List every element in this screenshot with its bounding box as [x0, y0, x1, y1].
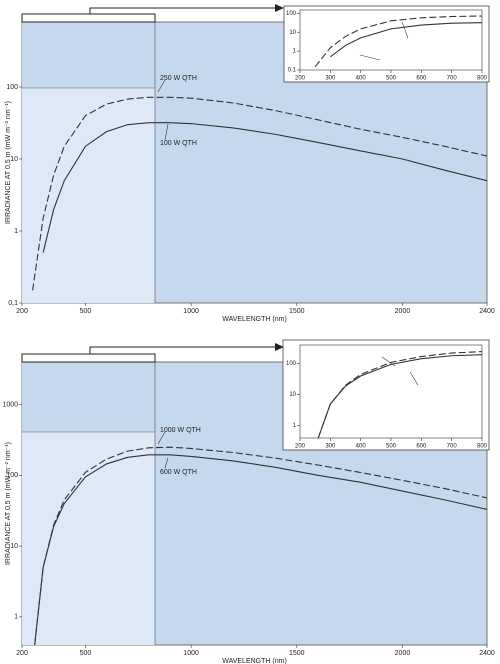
series-label: 100 W QTH — [160, 140, 197, 147]
x-tick-label: 600 — [416, 444, 427, 450]
x-axis-label: WAVELENGTH (nm) — [222, 658, 287, 664]
x-tick-label: 500 — [386, 444, 397, 450]
inset-plot-frame — [299, 9, 483, 71]
series-line — [32, 96, 487, 291]
inset-plot-frame — [299, 344, 483, 439]
series-line — [329, 22, 482, 58]
x-tick-label: 2000 — [395, 650, 411, 657]
y-tick-label: 1 — [293, 423, 297, 429]
y-tick-label: 0,1 — [288, 68, 297, 74]
x-tick-label: 2000 — [395, 308, 411, 315]
x-tick-label: 300 — [325, 76, 336, 82]
series-line — [34, 454, 487, 645]
x-tick-label: 200 — [295, 444, 306, 450]
x-tick-label: 700 — [447, 76, 458, 82]
series-line — [42, 122, 487, 253]
y-tick-label: 100 — [6, 472, 18, 479]
x-tick-label: 600 — [416, 76, 427, 82]
y-tick-label: 10 — [289, 30, 296, 36]
series-line — [314, 15, 482, 68]
x-tick-label: 1000 — [183, 650, 199, 657]
x-tick-label: 300 — [325, 444, 336, 450]
x-axis-label: WAVELENGTH (nm) — [222, 316, 287, 323]
series-line — [34, 446, 487, 645]
series-label: 600 W QTH — [160, 469, 197, 476]
y-tick-label: 10 — [10, 156, 18, 163]
x-tick-label: 500 — [80, 650, 92, 657]
x-tick-label: 1500 — [289, 308, 305, 315]
y-tick-label: 10 — [289, 392, 296, 398]
y-tick-label: 1 — [293, 49, 297, 55]
series-label: 250 W QTH — [160, 75, 197, 82]
panel-background — [21, 4, 490, 304]
y-tick-label: 0,1 — [8, 300, 18, 307]
x-tick-label: 500 — [386, 76, 397, 82]
y-tick-label: 1000 — [2, 401, 18, 408]
x-tick-label: 500 — [80, 308, 92, 315]
x-tick-label: 400 — [356, 444, 367, 450]
x-tick-label: 1000 — [183, 308, 199, 315]
x-tick-label: 200 — [16, 308, 28, 315]
y-tick-label: 100 — [286, 11, 297, 17]
y-tick-label: 10 — [10, 543, 18, 550]
x-tick-label: 400 — [356, 76, 367, 82]
x-tick-label: 200 — [16, 650, 28, 657]
x-tick-label: 1500 — [289, 650, 305, 657]
x-tick-label: 200 — [295, 76, 306, 82]
y-tick-label: 1 — [14, 228, 18, 235]
y-tick-label: 1 — [14, 614, 18, 621]
y-axis-label: IRRADIANCE AT 0,5 m (mW m⁻² nm⁻¹) — [5, 101, 12, 224]
x-tick-label: 800 — [477, 444, 488, 450]
series-line — [317, 351, 482, 438]
y-tick-label: 100 — [286, 361, 297, 367]
series-label: 1000 W QTH — [160, 427, 201, 434]
series-line — [317, 354, 482, 438]
x-tick-label: 2400 — [479, 308, 495, 315]
y-tick-label: 100 — [6, 84, 18, 91]
x-tick-label: 700 — [447, 444, 458, 450]
panel-background — [21, 339, 490, 646]
x-tick-label: 2400 — [479, 650, 495, 657]
y-axis-label: IRRADIANCE AT 0,5 m (mW m⁻² nm⁻¹) — [5, 442, 12, 565]
x-tick-label: 800 — [477, 76, 488, 82]
